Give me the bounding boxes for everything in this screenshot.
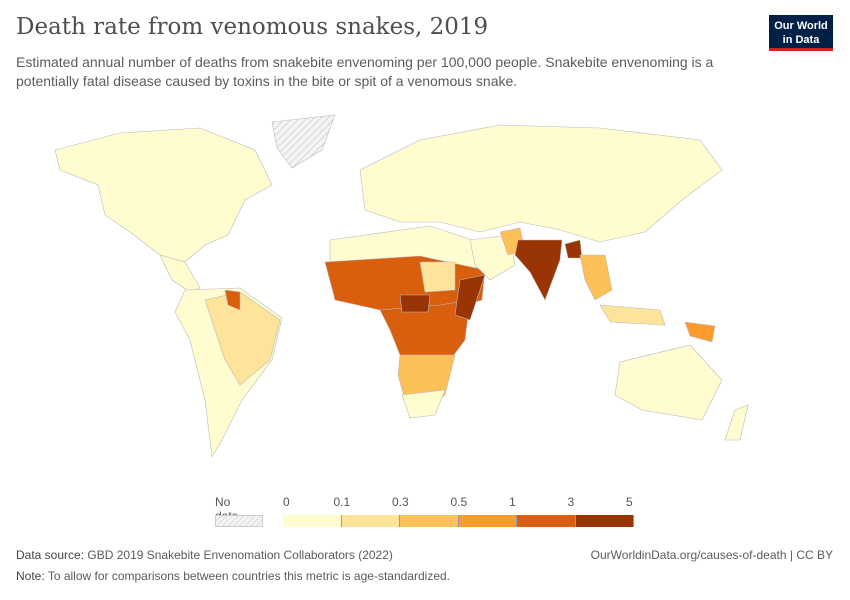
region-south-africa [401,389,446,419]
region-central-america [159,254,201,293]
region-central-africa [379,299,471,361]
legend-bin-0[interactable] [283,515,342,527]
source-url[interactable]: OurWorldinData.org/causes-of-death | CC … [590,548,833,562]
logo-line2: in Data [782,34,820,46]
region-greenland [271,114,336,169]
legend-tick: 5 [626,495,633,509]
legend-tick: 0.5 [450,495,468,509]
region-png [684,321,716,343]
region-brazil [204,291,281,386]
region-indonesia [599,304,666,326]
chart-subtitle: Estimated annual number of deaths from s… [16,54,714,89]
note-text: To allow for comparisons between countri… [47,569,450,583]
region-australia [614,344,723,421]
region-eurasia [359,124,723,243]
legend-tick: 0 [283,495,290,509]
legend-bin-5[interactable] [575,515,634,527]
source-text: GBD 2019 Snakebite Envenomation Collabor… [87,548,393,562]
region-north-america [54,127,273,263]
legend-bin-2[interactable] [400,515,459,527]
chart-title: Death rate from venomous snakes, 2019 [16,14,489,40]
legend-bin-1[interactable] [341,515,400,527]
region-guianas [224,289,241,311]
source-label: Data source: [16,548,85,562]
region-new-zealand [724,404,749,441]
world-map[interactable] [0,100,850,490]
region-south-sudan [399,294,431,313]
note-line: Note: To allow for comparisons between c… [16,569,450,583]
legend-tick: 0.3 [392,495,409,509]
region-southeast-asia [579,254,613,301]
legend-bin-4[interactable] [517,515,576,527]
legend-tick: 1 [509,495,516,509]
logo-line1: Our World [774,20,828,32]
legend-tick: 0.1 [333,495,351,509]
owid-logo[interactable]: Our World in Data [769,15,833,51]
note-label: Note: [16,569,45,583]
legend-no-data-swatch [215,515,263,527]
legend-tick: 3 [567,495,575,509]
region-india [514,239,563,301]
region-bangladesh [564,239,583,259]
region-somalia [454,274,486,321]
source-line: Data source: GBD 2019 Snakebite Envenoma… [16,548,393,562]
region-sudan [419,261,456,293]
legend-bin-3[interactable] [458,515,517,527]
